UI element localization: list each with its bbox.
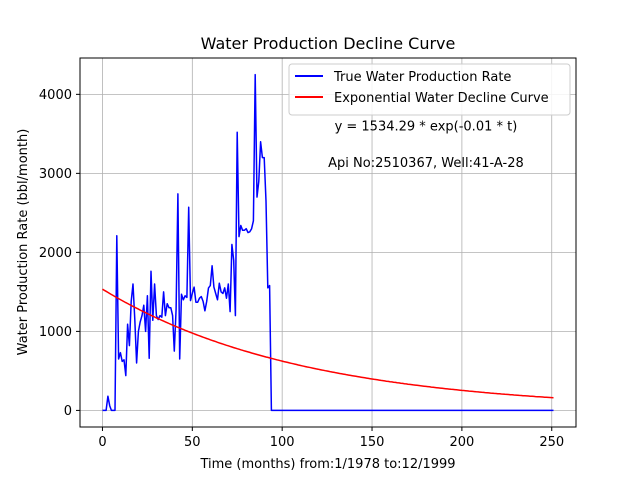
series-layer bbox=[102, 73, 554, 412]
legend-label-true-rate: True Water Production Rate bbox=[333, 70, 511, 85]
y-tick-label: 3000 bbox=[39, 167, 72, 182]
x-axis-label: Time (months) from:1/1978 to:12/1999 bbox=[199, 457, 455, 472]
y-tick-label: 4000 bbox=[39, 88, 72, 103]
well-info-annotation: Api No:2510367, Well:41-A-28 bbox=[328, 156, 524, 171]
x-tick-label: 0 bbox=[98, 435, 106, 450]
x-tick-label: 200 bbox=[449, 435, 474, 450]
legend: True Water Production Rate Exponential W… bbox=[288, 63, 571, 116]
x-tick-label: 250 bbox=[539, 435, 564, 450]
x-tick-label: 50 bbox=[184, 435, 201, 450]
y-tick-label: 0 bbox=[64, 404, 72, 419]
series-line-decline-curve bbox=[102, 288, 554, 399]
equation-annotation: y = 1534.29 * exp(-0.01 * t) bbox=[335, 120, 518, 135]
y-axis-label: Water Production Rate (bbl/month) bbox=[16, 129, 31, 356]
x-tick-label: 100 bbox=[270, 435, 295, 450]
y-tick-label: 1000 bbox=[39, 325, 72, 340]
tick-layer: 0 50 100 150 200 250 0 1000 2000 3000 4000 bbox=[39, 88, 564, 450]
legend-box bbox=[288, 63, 571, 116]
y-tick-label: 2000 bbox=[39, 246, 72, 261]
plot-frame bbox=[79, 57, 577, 428]
x-tick-label: 150 bbox=[360, 435, 385, 450]
legend-label-decline-curve: Exponential Water Decline Curve bbox=[334, 91, 549, 106]
series-line-true-rate bbox=[102, 73, 554, 412]
chart-title: Water Production Decline Curve bbox=[201, 34, 456, 53]
